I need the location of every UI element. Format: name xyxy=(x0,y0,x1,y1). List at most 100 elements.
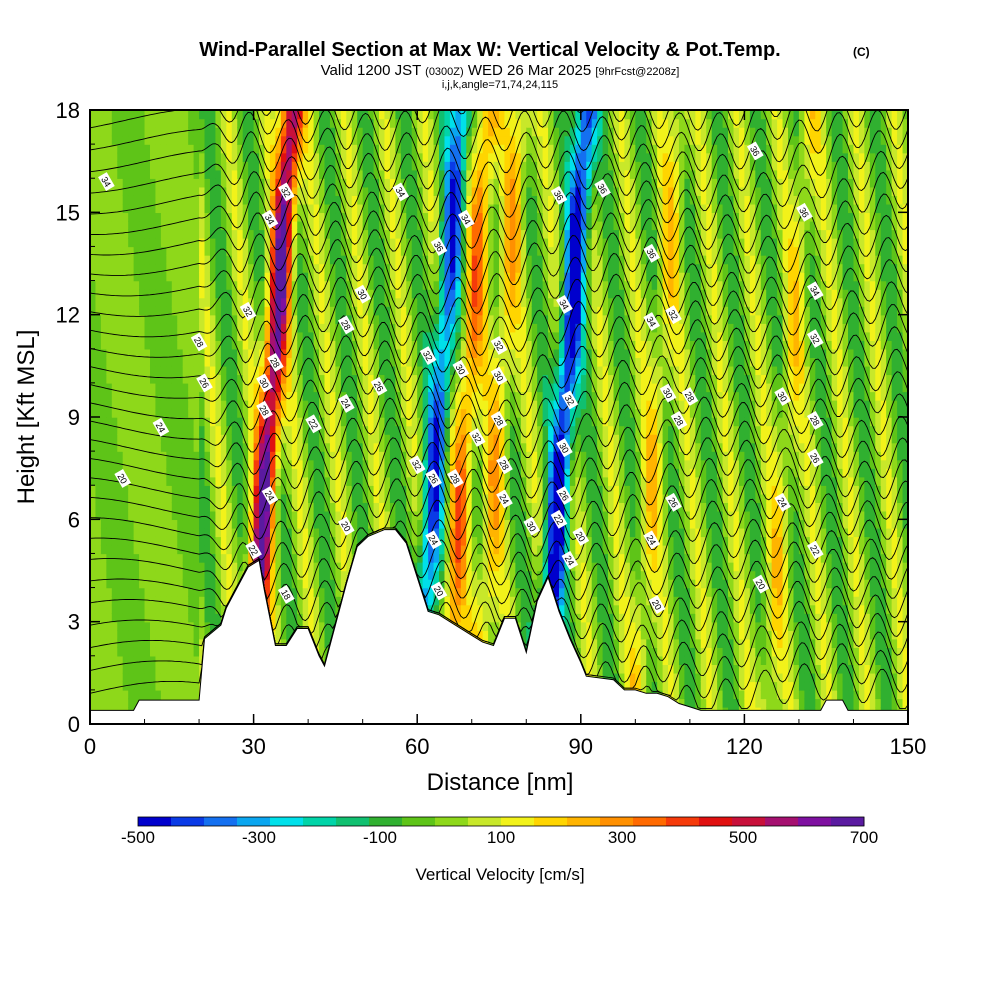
velocity-cell xyxy=(133,604,140,614)
velocity-cell xyxy=(449,169,457,179)
velocity-cell xyxy=(400,169,407,179)
velocity-cell xyxy=(428,152,435,162)
velocity-cell xyxy=(199,118,206,128)
velocity-cell xyxy=(313,127,320,137)
velocity-cell xyxy=(149,331,157,341)
velocity-cell xyxy=(253,306,260,316)
velocity-cell xyxy=(362,169,369,179)
velocity-cell xyxy=(384,118,391,128)
velocity-cell xyxy=(171,502,178,512)
velocity-cell xyxy=(357,306,364,316)
velocity-cell xyxy=(253,519,260,529)
velocity-cell xyxy=(329,476,337,486)
velocity-cell xyxy=(128,161,135,171)
velocity-cell xyxy=(139,485,146,495)
velocity-cell xyxy=(455,587,462,597)
velocity-cell xyxy=(90,323,97,333)
velocity-cell xyxy=(226,263,233,273)
velocity-cell xyxy=(389,357,397,367)
velocity-cell xyxy=(155,280,162,290)
velocity-cell xyxy=(111,425,118,435)
velocity-cell xyxy=(182,399,189,410)
velocity-cell xyxy=(346,331,353,341)
velocity-cell xyxy=(171,459,178,469)
velocity-cell xyxy=(160,289,168,299)
velocity-cell xyxy=(106,110,113,120)
velocity-cell xyxy=(297,110,304,120)
velocity-cell xyxy=(449,425,457,435)
velocity-cell xyxy=(297,357,304,367)
velocity-cell xyxy=(357,519,364,529)
velocity-cell xyxy=(199,408,206,418)
velocity-cell xyxy=(302,570,309,580)
velocity-cell xyxy=(286,340,293,350)
velocity-cell xyxy=(411,331,418,341)
velocity-cell xyxy=(455,459,462,469)
velocity-cell xyxy=(297,297,304,307)
velocity-cell xyxy=(160,561,168,572)
velocity-cell xyxy=(226,169,233,179)
velocity-cell xyxy=(231,451,238,461)
velocity-cell xyxy=(324,579,331,589)
velocity-cell xyxy=(128,152,135,162)
velocity-cell xyxy=(106,493,113,503)
velocity-cell xyxy=(155,178,162,188)
velocity-cell xyxy=(384,220,391,231)
velocity-cell xyxy=(215,263,222,273)
velocity-cell xyxy=(455,468,462,478)
velocity-cell xyxy=(253,365,260,376)
velocity-cell xyxy=(106,459,113,469)
velocity-cell xyxy=(128,672,135,683)
velocity-cell xyxy=(395,425,402,435)
velocity-cell xyxy=(379,519,386,529)
velocity-cell xyxy=(171,178,178,188)
velocity-cell xyxy=(422,417,429,427)
velocity-cell xyxy=(351,417,358,427)
velocity-cell xyxy=(275,152,282,162)
velocity-cell xyxy=(264,587,271,597)
velocity-cell xyxy=(139,152,146,162)
velocity-cell xyxy=(351,237,358,248)
velocity-cell xyxy=(313,638,320,648)
velocity-cell xyxy=(215,348,222,359)
velocity-cell xyxy=(280,536,288,546)
velocity-cell xyxy=(275,544,282,555)
velocity-cell xyxy=(335,118,342,128)
velocity-cell xyxy=(90,340,97,350)
velocity-cell xyxy=(199,135,206,145)
velocity-cell xyxy=(389,144,397,154)
velocity-cell xyxy=(111,314,118,324)
velocity-cell xyxy=(188,493,195,503)
velocity-cell xyxy=(275,246,282,256)
velocity-cell xyxy=(308,621,315,631)
velocity-cell xyxy=(340,246,347,256)
velocity-cell xyxy=(237,186,244,196)
velocity-cell xyxy=(106,468,113,478)
velocity-cell xyxy=(411,502,418,512)
velocity-cell xyxy=(433,229,440,239)
velocity-cell xyxy=(264,118,271,128)
velocity-cell xyxy=(248,365,255,376)
velocity-cell xyxy=(444,391,451,401)
velocity-cell xyxy=(95,135,102,145)
velocity-cell xyxy=(215,186,222,196)
velocity-cell xyxy=(319,348,326,359)
velocity-cell xyxy=(406,195,413,205)
velocity-cell xyxy=(275,365,282,376)
velocity-cell xyxy=(302,178,309,188)
velocity-cell xyxy=(269,297,277,307)
velocity-cell xyxy=(122,331,129,341)
velocity-cell xyxy=(444,553,451,563)
velocity-cell xyxy=(346,357,353,367)
velocity-cell xyxy=(428,229,435,239)
velocity-cell xyxy=(389,391,397,401)
velocity-cell xyxy=(111,254,118,265)
velocity-cell xyxy=(100,579,108,589)
velocity-cell xyxy=(144,468,151,478)
velocity-cell xyxy=(122,340,129,350)
velocity-cell xyxy=(215,314,222,324)
velocity-cell xyxy=(128,468,135,478)
velocity-cell xyxy=(177,647,184,657)
velocity-cell xyxy=(389,263,397,273)
velocity-cell xyxy=(95,485,102,495)
